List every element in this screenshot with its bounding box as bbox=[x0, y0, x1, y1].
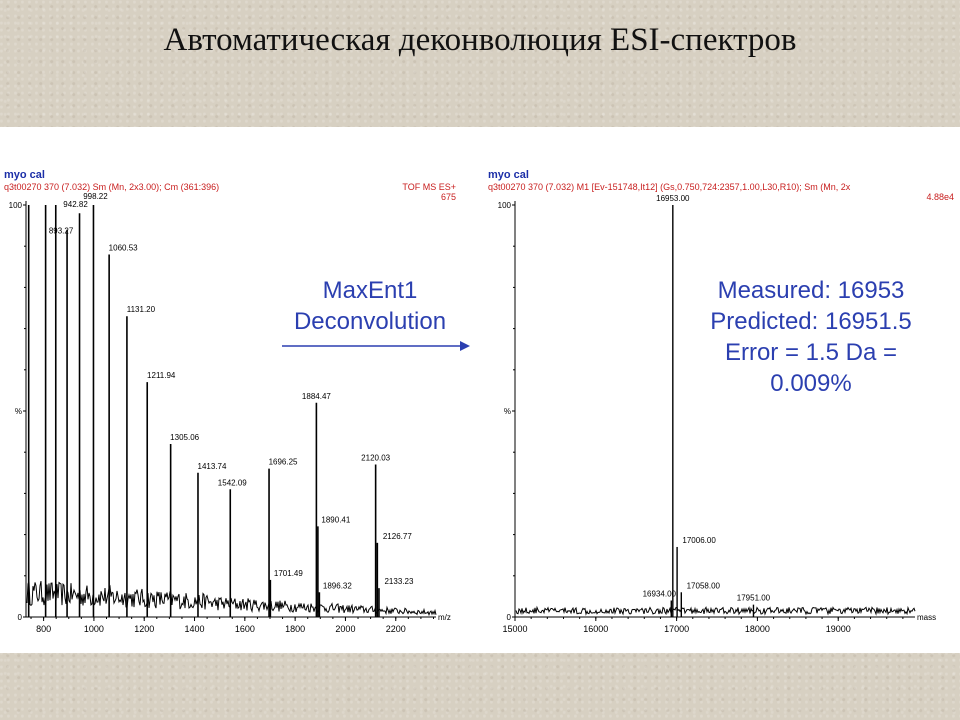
peak-label: 1060.53 bbox=[109, 243, 138, 252]
y-tick-label: % bbox=[504, 407, 511, 416]
x-tick-label: 15000 bbox=[502, 624, 527, 634]
left-spectrum-scan-info: q3t00270 370 (7.032) Sm (Mn, 2x3.00); Cm… bbox=[4, 182, 220, 192]
y-tick-label: 100 bbox=[498, 201, 512, 210]
peak-label: 1896.32 bbox=[323, 581, 352, 590]
method-description: Deconvolution bbox=[293, 308, 447, 335]
x-tick-label: 1400 bbox=[185, 624, 205, 634]
peak-label: 17058.00 bbox=[687, 581, 721, 590]
x-tick-label: 16000 bbox=[583, 624, 608, 634]
left-spectrum-chart: 0% 100 800 1000 1200 1400 1600 1800 2000 2200 m/z 8… bbox=[9, 192, 451, 634]
right-spectrum-intensity: 4.88e4 bbox=[926, 192, 954, 202]
x-tick-label: 1800 bbox=[285, 624, 305, 634]
peak-label: 2120.03 bbox=[361, 454, 390, 463]
peak-label: 1305.06 bbox=[170, 433, 199, 442]
x-tick-label: 1200 bbox=[134, 624, 154, 634]
mass-error-percent: 0.009% bbox=[770, 370, 852, 397]
deconvolution-method-label: MaxEnt1 Deconvolution bbox=[270, 275, 470, 337]
y-tick-label: 100 bbox=[9, 201, 23, 210]
peak-label: 893.27 bbox=[49, 227, 74, 236]
predicted-mass: Predicted: 16951.5 bbox=[710, 308, 912, 335]
peak-label: 1131.20 bbox=[127, 305, 156, 314]
peak-label: 16953.00 bbox=[656, 194, 690, 203]
left-spectrum-intensity: 675 bbox=[440, 192, 456, 202]
x-tick-label: 18000 bbox=[745, 624, 770, 634]
y-tick-label: 0 bbox=[507, 613, 512, 622]
peak-label: 17951.00 bbox=[737, 594, 771, 603]
y-tick-label: % bbox=[15, 407, 22, 416]
arrow-layer bbox=[282, 341, 470, 351]
mass-error: Error = 1.5 Da = bbox=[724, 339, 898, 366]
right-spectrum-scan-info: q3t00270 370 (7.032) M1 [Ev-151748,It12]… bbox=[488, 182, 851, 192]
peak-label: 1696.25 bbox=[269, 458, 298, 467]
peak-label: 1211.94 bbox=[147, 371, 176, 380]
method-name: MaxEnt1 bbox=[322, 277, 418, 304]
baseline-noise bbox=[515, 605, 916, 616]
x-axis-label: m/z bbox=[438, 613, 451, 622]
baseline-noise bbox=[26, 580, 437, 617]
left-spectrum-mode: TOF MS ES+ bbox=[402, 182, 456, 192]
peak-label: 942.82 bbox=[63, 200, 88, 209]
peak-label: 2133.23 bbox=[384, 577, 413, 586]
right-spectrum-chart: 0% 100 15000 16000 17000 18000 19000 mass 16934.… bbox=[498, 194, 936, 634]
x-tick-label: 800 bbox=[36, 624, 51, 634]
y-tick-label: 0 bbox=[18, 613, 23, 622]
x-tick-label: 17000 bbox=[664, 624, 689, 634]
slide-title: Автоматическая деконволюция ESI-спектров bbox=[163, 22, 797, 58]
left-spectrum-sample: myo cal bbox=[4, 169, 45, 181]
peak-label: 17006.00 bbox=[682, 536, 716, 545]
x-tick-label: 1600 bbox=[235, 624, 255, 634]
x-tick-label: 2000 bbox=[335, 624, 355, 634]
x-tick-label: 19000 bbox=[826, 624, 851, 634]
peak-label: 998.22 bbox=[83, 192, 108, 201]
peak-label: 1413.74 bbox=[198, 462, 227, 471]
arrowhead-icon bbox=[460, 341, 470, 351]
measured-mass: Measured: 16953 bbox=[717, 277, 905, 304]
x-tick-label: 2200 bbox=[386, 624, 406, 634]
figure-panel: myo cal q3t00270 370 (7.032) Sm (Mn, 2x3… bbox=[0, 127, 960, 653]
x-tick-label: 1000 bbox=[84, 624, 104, 634]
peak-label: 2126.77 bbox=[383, 532, 412, 541]
peak-label: 1884.47 bbox=[302, 392, 331, 401]
peak-label: 1701.49 bbox=[274, 569, 303, 578]
right-spectrum-sample: myo cal bbox=[488, 169, 529, 181]
x-axis-label: mass bbox=[917, 613, 936, 622]
mass-result-box: Measured: 16953 Predicted: 16951.5 Error… bbox=[686, 275, 936, 399]
peak-label: 1890.41 bbox=[321, 515, 350, 524]
peak-label: 1542.09 bbox=[218, 478, 247, 487]
peak-label: 16934.00 bbox=[643, 590, 677, 599]
